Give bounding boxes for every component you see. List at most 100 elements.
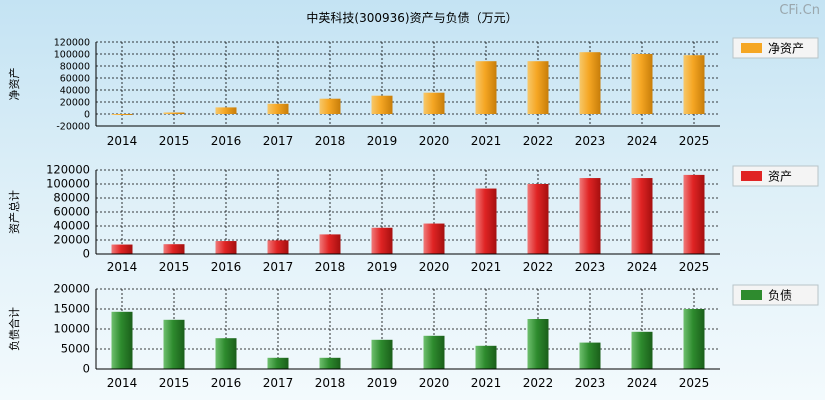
y-axis-label: 资产总计 bbox=[7, 190, 21, 234]
x-tick-label: 2015 bbox=[159, 376, 190, 390]
bar-2021 bbox=[475, 188, 497, 254]
x-tick-label: 2020 bbox=[419, 376, 450, 390]
bar-2014 bbox=[111, 244, 133, 254]
y-tick-label: 60000 bbox=[53, 205, 90, 219]
x-tick-label: 2022 bbox=[523, 376, 554, 390]
bar-2023 bbox=[579, 342, 601, 369]
x-tick-label: 2019 bbox=[367, 376, 398, 390]
x-tick-label: 2023 bbox=[575, 260, 606, 274]
x-tick-label: 2017 bbox=[263, 376, 294, 390]
x-tick-label: 2015 bbox=[159, 134, 190, 148]
y-axis-label: 负债合计 bbox=[7, 307, 21, 351]
y-tick-label: 15000 bbox=[53, 302, 90, 316]
y-tick-label: 5000 bbox=[61, 342, 90, 356]
bar-2022 bbox=[527, 184, 549, 254]
y-tick-label: 100000 bbox=[46, 177, 90, 191]
x-tick-label: 2020 bbox=[419, 134, 450, 148]
y-tick-label: 0 bbox=[83, 247, 90, 261]
watermark: CFi.Cn bbox=[779, 3, 820, 18]
bar-2020 bbox=[423, 223, 445, 254]
x-tick-label: 2021 bbox=[471, 376, 502, 390]
x-tick-label: 2019 bbox=[367, 260, 398, 274]
bar-2015 bbox=[163, 319, 185, 369]
bar-2025 bbox=[683, 309, 705, 369]
bar-2024 bbox=[631, 178, 653, 254]
bar-2016 bbox=[215, 338, 237, 369]
bar-2018 bbox=[319, 234, 341, 254]
legend-label: 负债 bbox=[768, 289, 792, 303]
bar-2017 bbox=[267, 240, 289, 254]
y-tick-label: 20000 bbox=[53, 233, 90, 247]
bar-2023 bbox=[579, 52, 601, 114]
bar-2016 bbox=[215, 107, 237, 114]
chart-title: 中英科技(300936)资产与负债（万元） bbox=[306, 10, 517, 25]
y-tick-label: 120000 bbox=[54, 38, 90, 49]
x-tick-label: 2015 bbox=[159, 260, 190, 274]
legend-label: 资产 bbox=[768, 170, 792, 184]
x-tick-label: 2021 bbox=[471, 260, 502, 274]
bar-2023 bbox=[579, 178, 601, 254]
y-tick-label: 60000 bbox=[60, 74, 90, 85]
x-tick-label: 2024 bbox=[627, 376, 658, 390]
y-tick-label: 20000 bbox=[60, 98, 90, 109]
bar-2014 bbox=[111, 114, 133, 115]
bar-2025 bbox=[683, 174, 705, 254]
legend: 负债 bbox=[732, 284, 819, 306]
bar-2022 bbox=[527, 319, 549, 369]
y-tick-label: 10000 bbox=[53, 322, 90, 336]
y-tick-label: 80000 bbox=[53, 191, 90, 205]
x-tick-label: 2014 bbox=[107, 260, 138, 274]
legend: 资产 bbox=[732, 165, 819, 187]
legend-swatch bbox=[741, 290, 762, 300]
y-tick-label: 0 bbox=[84, 110, 90, 121]
bar-2021 bbox=[475, 345, 497, 369]
x-tick-label: 2016 bbox=[211, 376, 242, 390]
y-tick-label: 40000 bbox=[53, 219, 90, 233]
bar-2020 bbox=[423, 335, 445, 369]
x-tick-label: 2024 bbox=[627, 134, 658, 148]
x-tick-label: 2022 bbox=[523, 134, 554, 148]
x-tick-label: 2020 bbox=[419, 260, 450, 274]
panel-total-liabilities: 20000 15000 10000 5000 0 2014 2015 2016 2017 2018… bbox=[7, 282, 819, 390]
bar-2020 bbox=[423, 92, 445, 114]
bar-2019 bbox=[371, 95, 393, 114]
x-tick-label: 2014 bbox=[107, 376, 138, 390]
x-tick-label: 2023 bbox=[575, 134, 606, 148]
bar-2025 bbox=[683, 55, 705, 114]
legend-swatch bbox=[741, 43, 762, 53]
y-tick-label: -20000 bbox=[56, 122, 90, 133]
x-tick-label: 2018 bbox=[315, 134, 346, 148]
bar-2021 bbox=[475, 61, 497, 114]
bar-2019 bbox=[371, 227, 393, 254]
x-tick-label: 2018 bbox=[315, 376, 346, 390]
bar-2017 bbox=[267, 357, 289, 369]
bar-2022 bbox=[527, 61, 549, 114]
y-tick-label: 0 bbox=[83, 362, 90, 376]
x-tick-label: 2021 bbox=[471, 134, 502, 148]
y-axis-label: 净资产 bbox=[7, 68, 21, 101]
x-tick-label: 2016 bbox=[211, 260, 242, 274]
legend: 净资产 bbox=[732, 37, 819, 59]
x-tick-label: 2017 bbox=[263, 260, 294, 274]
bar-2017 bbox=[267, 103, 289, 114]
legend-label: 净资产 bbox=[768, 42, 804, 56]
legend-swatch bbox=[741, 171, 762, 181]
x-tick-label: 2019 bbox=[367, 134, 398, 148]
bar-2018 bbox=[319, 98, 341, 114]
x-tick-label: 2018 bbox=[315, 260, 346, 274]
bar-2016 bbox=[215, 241, 237, 254]
y-tick-label: 40000 bbox=[60, 86, 90, 97]
y-tick-label: 80000 bbox=[60, 62, 90, 73]
x-tick-label: 2016 bbox=[211, 134, 242, 148]
x-tick-label: 2025 bbox=[679, 260, 710, 274]
bar-2019 bbox=[371, 339, 393, 369]
bar-2024 bbox=[631, 331, 653, 369]
bar-2015 bbox=[163, 244, 185, 254]
bar-2024 bbox=[631, 54, 653, 114]
x-tick-label: 2023 bbox=[575, 376, 606, 390]
x-tick-label: 2024 bbox=[627, 260, 658, 274]
plot-area bbox=[96, 42, 720, 126]
